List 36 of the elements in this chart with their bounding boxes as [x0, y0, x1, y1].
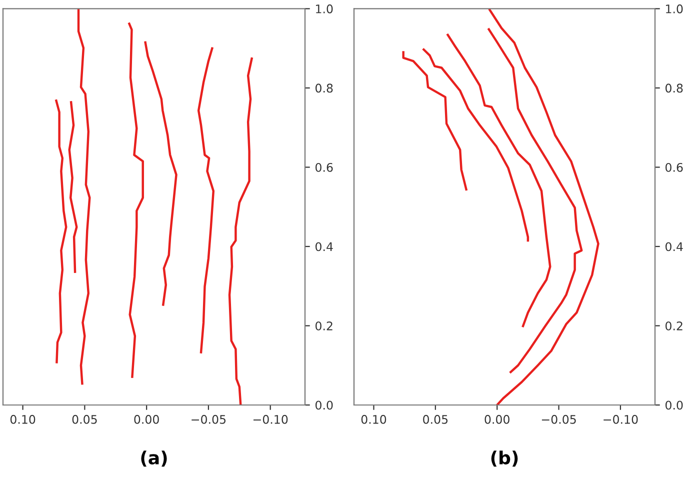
line-series — [77, 8, 91, 385]
text: (b) — [491, 450, 518, 467]
x-tick-label: 0.00 — [484, 414, 510, 424]
x-tick-label: −0.05 — [542, 414, 576, 424]
y-tick-label: 1.0 — [666, 4, 683, 14]
y-tick-label: 0.6 — [666, 162, 683, 172]
x-tick-label: −0.10 — [254, 414, 288, 424]
x-tick-label: −0.05 — [192, 414, 226, 424]
line-series — [228, 58, 253, 405]
line-series — [446, 34, 552, 328]
line-series — [422, 48, 530, 242]
y-tick-label: 0.8 — [316, 84, 333, 93]
line-series — [488, 28, 583, 374]
text: (a) — [141, 450, 167, 467]
y-tick-label: 0.6 — [316, 162, 333, 172]
line-series — [68, 101, 78, 273]
x-tick-label: 0.05 — [423, 414, 448, 424]
x-tick-label: 0.00 — [134, 414, 159, 424]
line-series — [488, 8, 600, 405]
x-tick-label: 0.05 — [72, 414, 97, 424]
line-series — [402, 51, 468, 191]
y-tick-label: 0.0 — [316, 400, 333, 410]
x-tick-label: 0.10 — [361, 414, 386, 424]
x-tick-label: −0.10 — [604, 414, 638, 424]
line-series — [55, 100, 68, 364]
y-tick-label: 0.0 — [666, 400, 683, 410]
y-tick-label: 0.2 — [316, 321, 332, 330]
line-series — [197, 47, 215, 354]
y-tick-label: 0.4 — [316, 242, 333, 252]
x-tick-label: 0.10 — [10, 414, 36, 424]
y-tick-label: 0.2 — [666, 321, 682, 330]
line-series — [144, 41, 178, 306]
y-tick-label: 1.0 — [316, 4, 333, 14]
y-tick-label: 0.8 — [666, 84, 683, 93]
line-series — [128, 22, 144, 378]
y-tick-label: 0.4 — [666, 242, 683, 252]
